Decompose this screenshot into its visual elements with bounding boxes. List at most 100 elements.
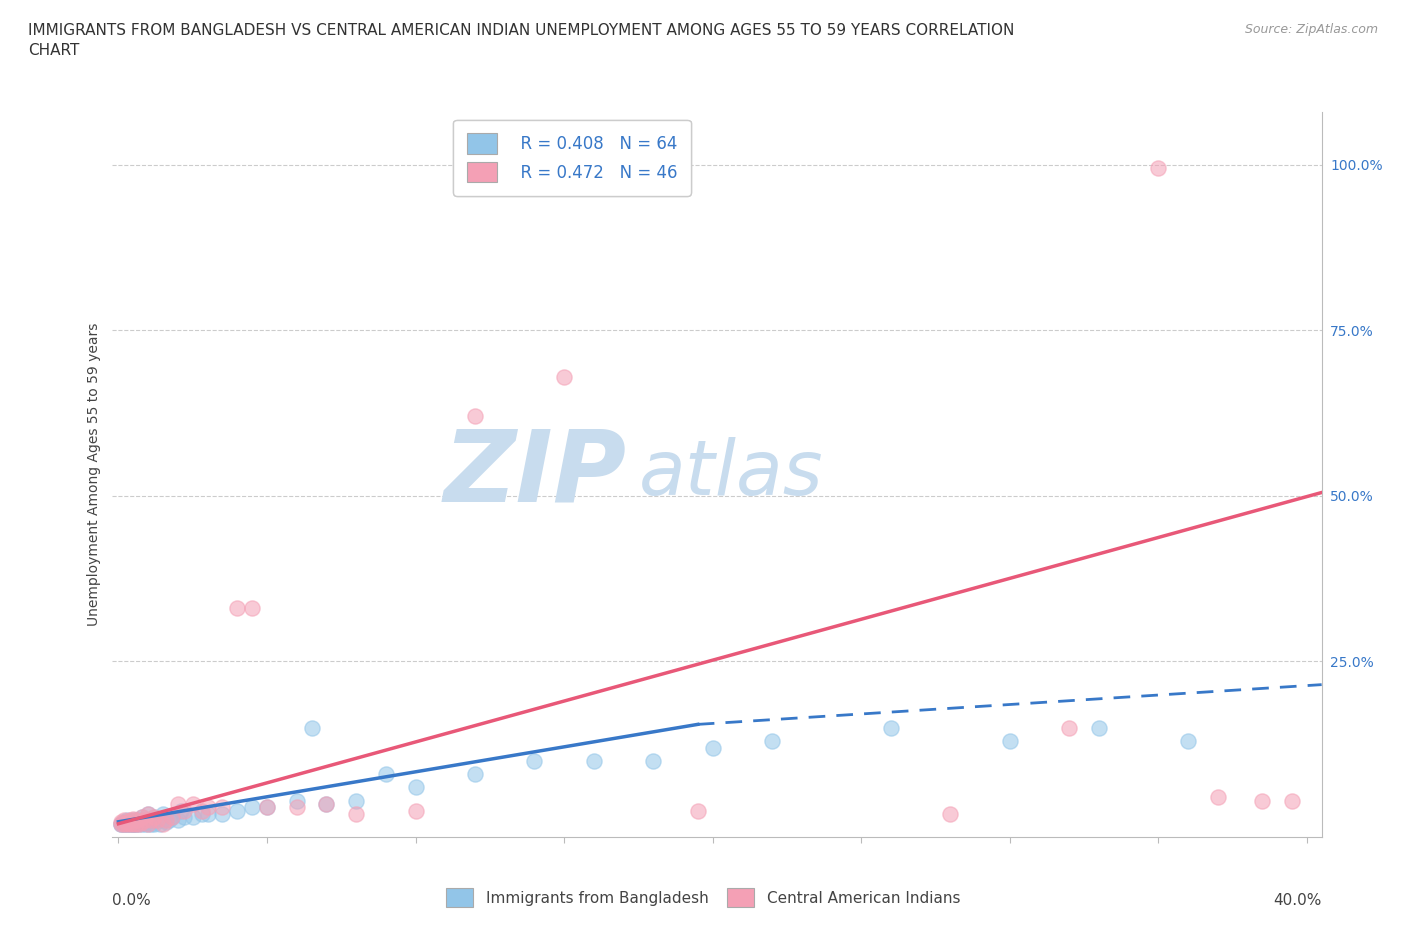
Point xyxy=(160,810,183,825)
Point xyxy=(256,800,278,815)
Point xyxy=(146,813,169,828)
Point xyxy=(136,817,159,831)
Point xyxy=(211,806,233,821)
Point xyxy=(761,734,783,749)
Point xyxy=(240,800,263,815)
Point xyxy=(122,812,145,827)
Point xyxy=(374,766,396,781)
Point xyxy=(125,813,148,828)
Point xyxy=(125,817,148,831)
Point xyxy=(125,813,148,828)
Point xyxy=(197,806,219,821)
Point xyxy=(110,817,132,831)
Point xyxy=(464,409,486,424)
Point xyxy=(344,806,367,821)
Point xyxy=(136,806,159,821)
Point xyxy=(120,817,142,831)
Point xyxy=(405,780,427,795)
Text: atlas: atlas xyxy=(638,437,823,512)
Point xyxy=(117,815,139,830)
Point xyxy=(155,815,177,830)
Point xyxy=(405,804,427,818)
Point xyxy=(240,601,263,616)
Point xyxy=(131,810,153,825)
Point xyxy=(553,369,575,384)
Point xyxy=(120,815,142,830)
Point xyxy=(136,817,159,831)
Point xyxy=(181,796,204,811)
Point xyxy=(143,810,166,825)
Point xyxy=(301,720,323,735)
Point xyxy=(523,753,546,768)
Point xyxy=(173,810,195,825)
Point xyxy=(125,817,148,831)
Point xyxy=(939,806,962,821)
Point xyxy=(149,817,172,831)
Point xyxy=(160,810,183,825)
Point xyxy=(122,817,145,831)
Point xyxy=(110,817,132,831)
Point xyxy=(117,817,139,831)
Point xyxy=(125,817,148,831)
Point xyxy=(110,817,132,831)
Point xyxy=(134,813,156,828)
Point xyxy=(173,804,195,818)
Point xyxy=(112,813,135,828)
Point xyxy=(128,817,150,831)
Point xyxy=(256,800,278,815)
Point xyxy=(122,817,145,831)
Point xyxy=(112,817,135,831)
Point xyxy=(582,753,605,768)
Point xyxy=(315,796,337,811)
Point xyxy=(211,800,233,815)
Point xyxy=(1206,790,1229,804)
Legend:   R = 0.408   N = 64,   R = 0.472   N = 46: R = 0.408 N = 64, R = 0.472 N = 46 xyxy=(453,120,690,195)
Point xyxy=(139,813,162,828)
Point xyxy=(170,804,193,818)
Point xyxy=(643,753,665,768)
Point xyxy=(128,813,150,828)
Y-axis label: Unemployment Among Ages 55 to 59 years: Unemployment Among Ages 55 to 59 years xyxy=(87,323,101,626)
Point xyxy=(197,800,219,815)
Point xyxy=(285,800,308,815)
Point xyxy=(157,813,180,828)
Point xyxy=(285,793,308,808)
Point xyxy=(146,813,169,828)
Point xyxy=(1088,720,1111,735)
Point xyxy=(112,817,135,831)
Point xyxy=(1057,720,1080,735)
Point xyxy=(117,817,139,831)
Point xyxy=(110,815,132,830)
Point xyxy=(128,817,150,831)
Point xyxy=(190,804,212,818)
Text: ZIP: ZIP xyxy=(443,426,626,523)
Point xyxy=(131,817,153,831)
Text: IMMIGRANTS FROM BANGLADESH VS CENTRAL AMERICAN INDIAN UNEMPLOYMENT AMONG AGES 55: IMMIGRANTS FROM BANGLADESH VS CENTRAL AM… xyxy=(28,23,1015,58)
Point xyxy=(190,806,212,821)
Point xyxy=(344,793,367,808)
Point xyxy=(226,804,249,818)
Point xyxy=(152,806,174,821)
Point xyxy=(122,817,145,831)
Point xyxy=(139,813,162,828)
Point xyxy=(131,810,153,825)
Point xyxy=(155,813,177,828)
Point xyxy=(120,817,142,831)
Point xyxy=(117,817,139,831)
Point xyxy=(122,817,145,831)
Point xyxy=(112,815,135,830)
Text: 40.0%: 40.0% xyxy=(1274,893,1322,908)
Point xyxy=(134,817,156,831)
Point xyxy=(120,817,142,831)
Point xyxy=(702,740,724,755)
Text: 0.0%: 0.0% xyxy=(112,893,152,908)
Point xyxy=(880,720,903,735)
Point xyxy=(226,601,249,616)
Point xyxy=(143,810,166,825)
Point xyxy=(998,734,1021,749)
Point xyxy=(112,817,135,831)
Point xyxy=(686,804,709,818)
Text: Source: ZipAtlas.com: Source: ZipAtlas.com xyxy=(1244,23,1378,36)
Point xyxy=(166,796,188,811)
Point xyxy=(131,815,153,830)
